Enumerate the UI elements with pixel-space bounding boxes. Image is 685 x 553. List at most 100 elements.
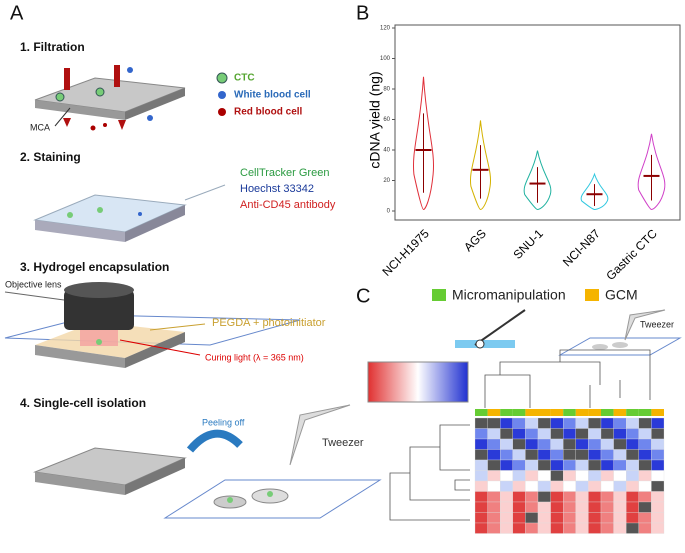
- panel-label: A: [10, 2, 24, 24]
- heatmap-cell: [525, 501, 539, 513]
- heatmap-cell: [487, 438, 501, 450]
- heatmap-cell: [588, 449, 602, 461]
- legend-label: Red blood cell: [234, 107, 303, 118]
- heatmap-cell: [588, 522, 602, 534]
- heatmap-cell: [474, 470, 488, 482]
- x-tick-label: AGS: [461, 226, 489, 254]
- heatmap-cell: [613, 449, 627, 461]
- heatmap-cell: [575, 491, 589, 503]
- group-bar: [651, 409, 664, 416]
- heatmap-cell: [537, 522, 551, 534]
- heatmap-cell: [626, 522, 639, 534]
- heatmap-cell: [550, 417, 564, 429]
- heatmap-cell: [600, 428, 614, 440]
- heatmap-cell: [613, 438, 627, 450]
- heatmap-cell: [651, 470, 665, 482]
- heatmap-cell: [588, 438, 602, 450]
- heatmap-cell: [525, 512, 539, 524]
- heatmap-cell: [487, 522, 501, 534]
- heatmap-cell: [512, 470, 526, 482]
- step-title: 3. Hydrogel encapsulation: [20, 260, 169, 274]
- heatmap-cell: [651, 480, 665, 492]
- heatmap-cell: [613, 480, 627, 492]
- heatmap-cell: [563, 459, 576, 471]
- heatmap-cell: [550, 459, 564, 471]
- y-tick-label: 60: [383, 117, 390, 123]
- heatmap-cell: [575, 470, 589, 482]
- heatmap-cell: [638, 512, 652, 524]
- step-title: 2. Staining: [20, 150, 81, 164]
- x-tick-label: NCI-H1975: [380, 226, 433, 279]
- heatmap-cell: [525, 470, 539, 482]
- heatmap-cell: [525, 459, 539, 471]
- heatmap-cell: [600, 459, 614, 471]
- heatmap-cell: [575, 501, 589, 513]
- heatmap-cell: [651, 501, 665, 513]
- heatmap-cell: [651, 449, 665, 461]
- heatmap-cell: [651, 491, 665, 503]
- group-bar: [550, 409, 564, 416]
- group-bar: [563, 409, 576, 416]
- heatmap-cell: [626, 480, 639, 492]
- group-bar: [638, 409, 652, 416]
- heatmap-cell: [563, 428, 576, 440]
- heatmap-cell: [588, 512, 602, 524]
- label: Tweezer: [322, 437, 364, 449]
- group-bar: [538, 409, 551, 416]
- heatmap-cell: [487, 428, 501, 440]
- icon: [218, 108, 226, 116]
- heatmap-cell: [525, 449, 539, 461]
- heatmap-cell: [512, 438, 526, 450]
- heatmap-cell: [500, 417, 513, 429]
- heatmap-cell: [525, 438, 539, 450]
- heatmap-cell: [600, 501, 614, 513]
- heatmap-cell: [626, 459, 639, 471]
- isolation: [33, 404, 382, 519]
- heatmap-cell: [487, 512, 501, 524]
- group-bar: [575, 409, 589, 416]
- heatmap-cell: [626, 417, 639, 429]
- heatmap-cell: [613, 512, 627, 524]
- heatmap-cell: [512, 501, 526, 513]
- heatmap-cell: [575, 512, 589, 524]
- heatmap-cell: [638, 491, 652, 503]
- heatmap-cell: [563, 449, 576, 461]
- heatmap-cell: [487, 449, 501, 461]
- heatmap-cell: [638, 459, 652, 471]
- heatmap-cell: [638, 470, 652, 482]
- heatmap-cell: [512, 522, 526, 534]
- heatmap-cell: [575, 449, 589, 461]
- heatmap-cell: [563, 522, 576, 534]
- heatmap-cell: [563, 491, 576, 503]
- heatmap-cell: [487, 491, 501, 503]
- x-tick-label: NCI-N87: [560, 226, 603, 269]
- heatmap-cell: [500, 480, 513, 492]
- heatmap-cell: [626, 470, 639, 482]
- label: Curing light (λ = 365 nm): [205, 352, 304, 362]
- violin: [637, 133, 666, 210]
- violin: [469, 120, 492, 210]
- heatmap-cell: [512, 459, 526, 471]
- heatmap-cell: [550, 512, 564, 524]
- heatmap-cell: [600, 522, 614, 534]
- x-tick-label: SNU-1: [510, 226, 546, 262]
- heatmap-cell: [588, 501, 602, 513]
- heatmap-cell: [487, 480, 501, 492]
- heatmap-cell: [550, 522, 564, 534]
- legend-label: White blood cell: [234, 90, 311, 101]
- heatmap-cell: [474, 480, 488, 492]
- panel-label: C: [356, 285, 370, 307]
- heatmap-cell: [525, 480, 539, 492]
- legend-label: GCM: [605, 287, 638, 303]
- heatmap-cell: [550, 428, 564, 440]
- plot-frame: [394, 24, 681, 221]
- stain-chip: [33, 184, 226, 242]
- group-bar: [500, 409, 513, 416]
- heatmap-cell: [525, 522, 539, 534]
- heatmap-cell: [588, 428, 602, 440]
- heatmap-cell: [613, 428, 627, 440]
- heatmap-cell: [651, 428, 665, 440]
- heatmap-cell: [474, 459, 488, 471]
- heatmap-cell: [525, 491, 539, 503]
